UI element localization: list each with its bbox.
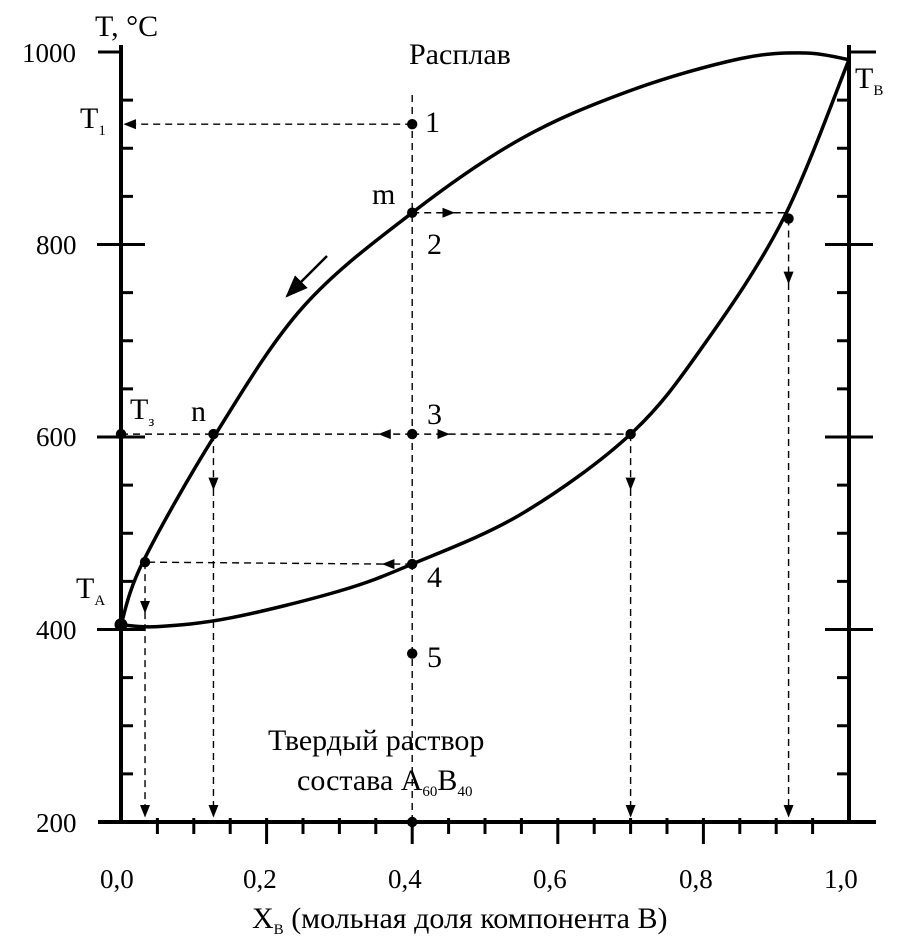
x-tick-label: 0,4 [388,864,422,894]
y-tick-label: 400 [36,615,77,645]
state-point [625,428,636,440]
x-tick-label: 0,8 [679,864,713,894]
state-point [407,428,418,440]
state-point [115,428,127,440]
state-point [407,558,418,570]
cooling-direction-arrow [285,255,328,298]
point-n-label: n [191,395,206,428]
guide-4-left [145,561,384,565]
dashed-guide-lines [121,90,794,822]
state-point [407,648,418,659]
solid-region-label: Твердый раствор [268,724,484,757]
point-1-label: 1 [425,106,440,139]
state-points [114,118,794,828]
state-point [407,207,418,218]
y-tick-label: 600 [36,422,77,452]
t3-label: Tз [130,393,154,430]
state-point [407,118,418,130]
point-3-label: 3 [427,398,442,431]
state-point [208,428,219,440]
state-point [114,618,128,632]
x-tick-label: 0,6 [533,864,567,894]
axis-ticks [97,98,873,844]
liquid-region-label: Расплав [409,38,511,71]
y-tick-label: 1000 [22,38,76,68]
point-2-label: 2 [427,228,442,261]
y-tick-label: 800 [36,230,77,260]
x-tick-label: 0,2 [243,864,277,894]
point-5-label: 5 [427,641,442,674]
y-tick-label: 200 [36,808,77,838]
solid-composition-label: состава А60В40 [297,764,472,800]
phase-curves [119,51,851,629]
solidus-curve [120,59,851,629]
x-axis-label: XВ (мольная доля компонента В) [252,902,667,938]
t1-label: T1 [80,102,106,139]
y-axis-label: T, °C [95,10,158,43]
liquidus-curve [119,51,850,626]
state-point [407,816,418,828]
point-m-label: m [372,178,395,211]
x-tick-label: 0,0 [100,864,134,894]
state-point [783,213,794,224]
ta-label: TA [76,572,105,609]
state-point [139,556,151,568]
point-4-label: 4 [427,561,442,594]
tb-label: TB [855,62,883,99]
x-tick-label: 1,0 [824,864,858,894]
